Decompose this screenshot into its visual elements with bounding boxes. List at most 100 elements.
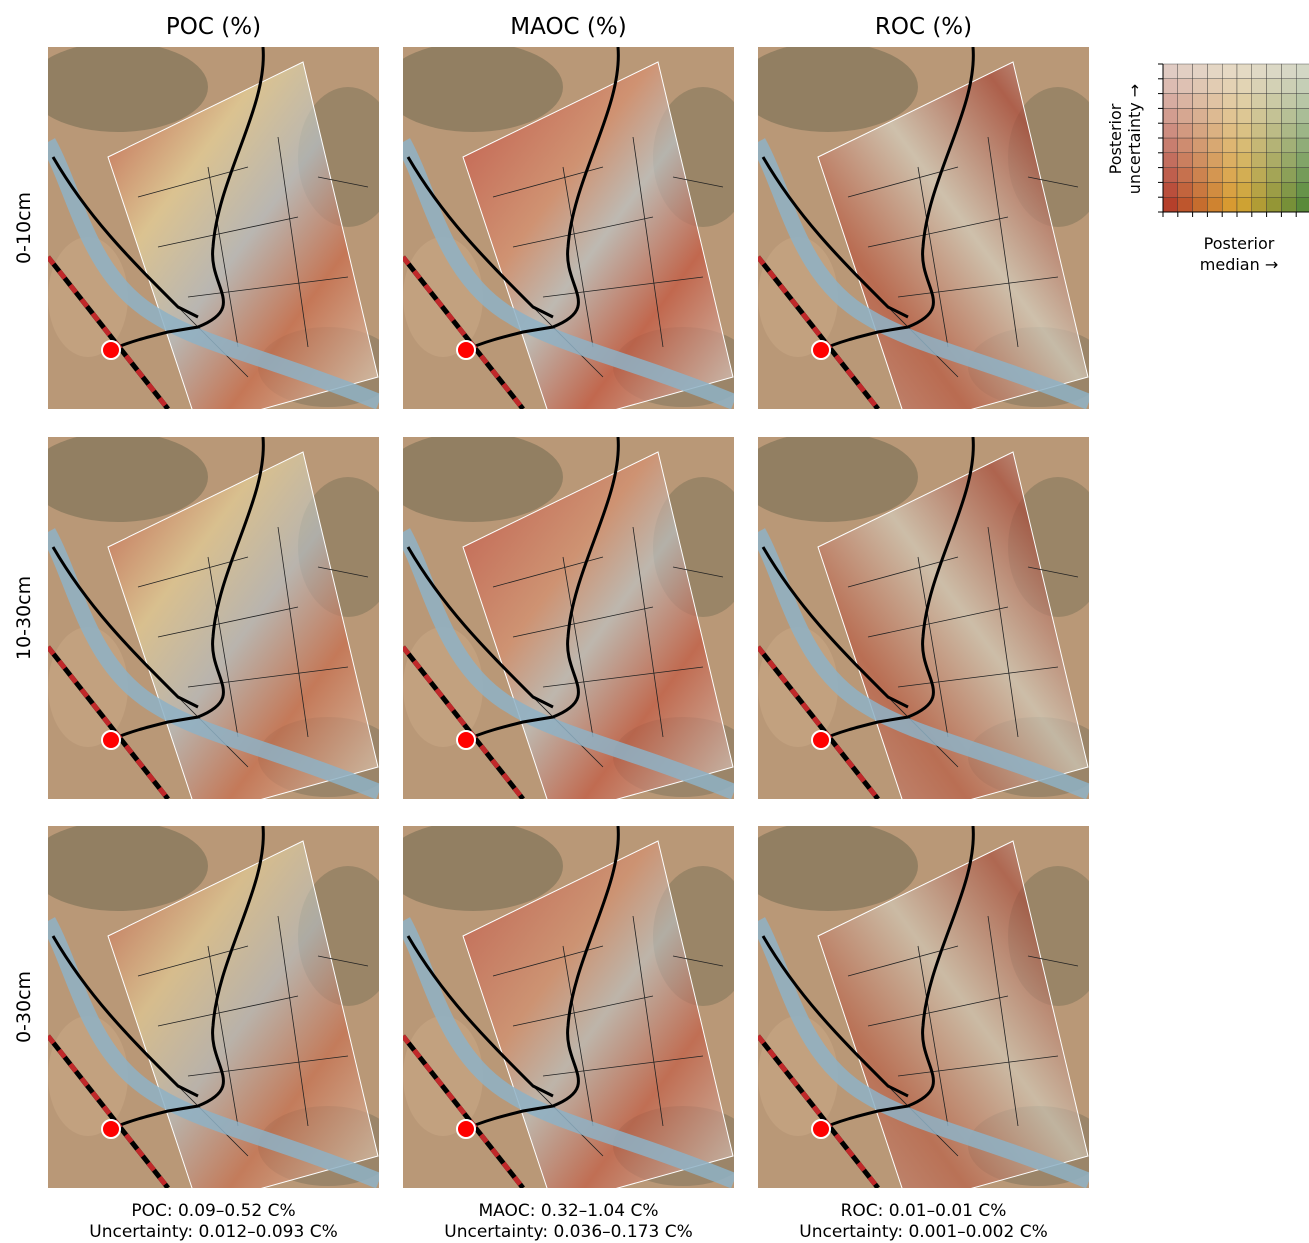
legend-cell <box>1178 138 1193 153</box>
legend-y-label: Posterior <box>1106 103 1125 174</box>
legend-cell <box>1296 168 1309 183</box>
legend-cell <box>1207 182 1222 197</box>
legend-cell <box>1252 168 1267 183</box>
legend-cell <box>1207 64 1222 79</box>
panels <box>28 42 1108 1206</box>
legend-cell <box>1193 168 1208 183</box>
legend-cell <box>1222 182 1237 197</box>
legend-cell <box>1222 94 1237 109</box>
legend-cell <box>1296 108 1309 123</box>
column-title: ROC (%) <box>875 14 972 40</box>
legend-cell <box>1222 108 1237 123</box>
legend-cell <box>1207 123 1222 138</box>
legend-cell <box>1193 182 1208 197</box>
legend-cell <box>1281 153 1296 168</box>
legend-cell <box>1252 153 1267 168</box>
map-panel <box>383 821 753 1206</box>
legend-cell <box>1193 64 1208 79</box>
legend-cell <box>1267 153 1282 168</box>
row-label: 0-30cm <box>13 971 35 1043</box>
legend-cell <box>1237 197 1252 212</box>
legend-cell <box>1281 123 1296 138</box>
legend-cell <box>1222 197 1237 212</box>
legend-cell <box>1267 64 1282 79</box>
column-title: MAOC (%) <box>510 14 626 40</box>
legend-cell <box>1237 94 1252 109</box>
map-panel <box>738 432 1108 817</box>
legend-cell <box>1207 153 1222 168</box>
legend-cell <box>1193 153 1208 168</box>
legend-cell <box>1178 94 1193 109</box>
legend-cell <box>1193 123 1208 138</box>
legend-cell <box>1267 123 1282 138</box>
legend-cell <box>1281 94 1296 109</box>
caption-range: ROC: 0.01–0.01 C% <box>841 1201 1007 1221</box>
map-panel <box>383 432 753 817</box>
legend-cell <box>1222 123 1237 138</box>
figure-canvas: Posterioruncertainty →Posteriormedian → … <box>0 0 1309 1243</box>
legend-cell <box>1281 182 1296 197</box>
legend-cell <box>1252 108 1267 123</box>
legend-cell <box>1207 197 1222 212</box>
legend-cell <box>1178 123 1193 138</box>
legend-cell <box>1267 197 1282 212</box>
legend-cell <box>1237 123 1252 138</box>
legend-cell <box>1252 94 1267 109</box>
legend-cell <box>1296 123 1309 138</box>
legend-cell <box>1267 108 1282 123</box>
legend-cell <box>1296 138 1309 153</box>
map-panel <box>28 821 398 1206</box>
legend-cell <box>1237 182 1252 197</box>
legend-x-label: Posterior <box>1204 234 1275 253</box>
legend-cell <box>1163 182 1178 197</box>
legend-cell <box>1163 64 1178 79</box>
legend-cell <box>1222 79 1237 94</box>
caption-range: POC: 0.09–0.52 C% <box>131 1201 295 1221</box>
legend-cell <box>1207 168 1222 183</box>
caption-uncertainty: Uncertainty: 0.001–0.002 C% <box>799 1222 1047 1242</box>
legend-cell <box>1281 108 1296 123</box>
legend-cell <box>1163 197 1178 212</box>
legend-cell <box>1207 108 1222 123</box>
legend-cell <box>1237 168 1252 183</box>
legend-cell <box>1237 138 1252 153</box>
legend-cell <box>1178 153 1193 168</box>
legend-cell <box>1163 153 1178 168</box>
legend-cell <box>1296 64 1309 79</box>
map-panel <box>383 42 753 427</box>
column-title: POC (%) <box>166 14 261 40</box>
legend-cell <box>1296 197 1309 212</box>
legend-cell <box>1252 138 1267 153</box>
figure: Posterioruncertainty →Posteriormedian → … <box>0 0 1309 1243</box>
legend-cell <box>1178 168 1193 183</box>
caption-uncertainty: Uncertainty: 0.012–0.093 C% <box>89 1222 337 1242</box>
map-panel <box>738 42 1108 427</box>
legend-cell <box>1178 197 1193 212</box>
legend-cell <box>1237 79 1252 94</box>
legend-cell <box>1296 182 1309 197</box>
map-panel <box>28 432 398 817</box>
map-panel <box>28 42 398 427</box>
legend-cell <box>1163 123 1178 138</box>
caption-uncertainty: Uncertainty: 0.036–0.173 C% <box>444 1222 692 1242</box>
legend-cell <box>1222 64 1237 79</box>
legend-cell <box>1193 197 1208 212</box>
legend-cell <box>1281 138 1296 153</box>
legend-cell <box>1237 64 1252 79</box>
legend-cell <box>1252 197 1267 212</box>
legend-cell <box>1163 138 1178 153</box>
legend-y-label: uncertainty → <box>1125 84 1144 194</box>
legend-cell <box>1252 123 1267 138</box>
legend-cell <box>1163 108 1178 123</box>
legend-cell <box>1178 79 1193 94</box>
legend-cell <box>1281 79 1296 94</box>
legend-cell <box>1207 138 1222 153</box>
legend-cell <box>1207 79 1222 94</box>
legend-cell <box>1163 94 1178 109</box>
legend-cell <box>1267 79 1282 94</box>
legend-cell <box>1207 94 1222 109</box>
legend-cell <box>1193 138 1208 153</box>
legend-cell <box>1281 168 1296 183</box>
legend-cell <box>1193 79 1208 94</box>
